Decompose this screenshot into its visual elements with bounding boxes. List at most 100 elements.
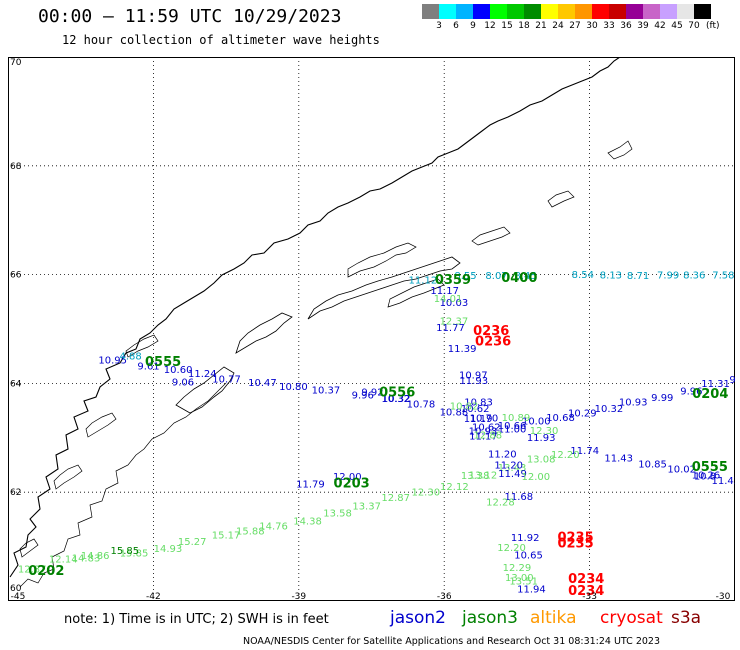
- wave-height-value: 11.24: [188, 369, 217, 380]
- wave-height-value: 9: [729, 375, 735, 386]
- wave-height-value: 11.68: [505, 492, 534, 503]
- pass-time-label: 0234: [568, 584, 604, 599]
- wave-height-value: 12.00: [521, 472, 550, 483]
- wave-height-value: 12.30: [411, 487, 440, 498]
- scale-swatch: [541, 4, 558, 19]
- lon-tick-label: -45: [11, 592, 26, 601]
- wave-height-value: 13.00: [505, 573, 534, 584]
- wave-height-value: 11.77: [436, 323, 465, 334]
- scale-swatch: [456, 4, 473, 19]
- pass-time-label: 0235: [557, 537, 593, 552]
- greenland-coastline: [9, 57, 633, 588]
- scale-label: 9: [470, 21, 476, 31]
- wave-height-value: 10.26: [692, 471, 721, 482]
- wave-height-value: 12.00: [333, 472, 362, 483]
- wave-height-value: 13.12: [469, 471, 498, 482]
- wave-height-value: 14.76: [259, 522, 288, 533]
- wave-height-value: 12.20: [551, 450, 580, 461]
- wave-height-value: 10.66: [498, 421, 527, 432]
- wave-height-value: 11.20: [494, 460, 523, 471]
- wave-height-value: 15.17: [212, 530, 241, 541]
- wave-height-value: 10.8: [694, 472, 716, 483]
- wave-height-value: 10.88: [440, 407, 469, 418]
- wave-height-value: 10.95: [98, 355, 127, 366]
- wave-height-value: 13.58: [323, 509, 352, 520]
- wave-height-value: 10.89: [502, 413, 531, 424]
- wave-height-value: 14.93: [154, 544, 183, 555]
- wave-height-value: 10.29: [568, 409, 597, 420]
- wave-height-value: 15.27: [178, 537, 207, 548]
- scale-label: 12: [484, 21, 496, 31]
- pass-time-label: 0204: [692, 387, 728, 402]
- wave-height-value: 10.93: [469, 427, 498, 438]
- wave-height-value: 11.74: [570, 446, 599, 457]
- pass-time-label: 0202: [28, 564, 64, 579]
- wave-height-value: 12.88: [473, 430, 502, 441]
- wave-height-value: 10.93: [619, 398, 648, 409]
- wave-height-value: 13.51: [509, 577, 538, 588]
- map-frame: [8, 57, 735, 601]
- scale-label: 15: [501, 21, 513, 31]
- wave-height-value: 10.62: [472, 423, 501, 434]
- scale-label: 30: [586, 21, 598, 31]
- wave-height-value: 12.37: [440, 317, 469, 328]
- wave-height-value: 7.58: [712, 270, 734, 281]
- lat-tick-label: 60: [10, 584, 22, 594]
- pass-time-label: 0555: [692, 460, 728, 475]
- lat-lon-grid: [8, 57, 735, 601]
- scale-label: 21: [535, 21, 547, 31]
- lat-tick-label: 62: [10, 488, 21, 498]
- lon-tick-label: -33: [582, 592, 597, 601]
- wave-height-value: 11.20: [488, 449, 517, 460]
- wave-height-value: 11.93: [459, 376, 488, 387]
- wave-height-value: 11.00: [498, 424, 527, 435]
- scale-swatch: [507, 4, 524, 19]
- wave-height-value: 8.07: [485, 271, 507, 282]
- wave-height-value: 8.36: [683, 270, 705, 281]
- scale-label: 42: [654, 21, 666, 31]
- scale-swatch: [643, 4, 660, 19]
- scale-swatch: [677, 4, 694, 19]
- wave-height-value: 9.92: [361, 387, 383, 398]
- lat-tick-label: 68: [10, 162, 22, 172]
- wave-height-value: 9.96: [352, 391, 374, 402]
- wave-height-value: 12.30: [530, 426, 559, 437]
- wave-height-value: 8.54: [572, 270, 594, 281]
- wave-height-value: 12.12: [440, 482, 469, 493]
- wave-height-value: 11.19: [464, 414, 493, 425]
- wave-height-value: 11.92: [511, 533, 540, 544]
- scale-swatch: [660, 4, 677, 19]
- scale-label: 36: [620, 21, 632, 31]
- pass-time-label: 0236: [475, 334, 511, 349]
- lon-tick-label: -42: [146, 592, 161, 601]
- wave-height-value: 11.79: [296, 479, 325, 490]
- color-scale-unit: (ft): [706, 21, 720, 31]
- scale-swatch: [575, 4, 592, 19]
- legend-cryosat: cryosat: [600, 608, 663, 628]
- credit-footer: NOAA/NESDIS Center for Satellite Applica…: [243, 636, 660, 647]
- legend-altika: altika: [530, 608, 577, 628]
- map-title: 00:00 – 11:59 UTC 10/29/2023: [38, 6, 342, 27]
- pass-time-label: 0235: [557, 531, 593, 546]
- scale-label: 33: [603, 21, 615, 31]
- wave-height-value: 11.31: [701, 379, 730, 390]
- wave-height-value: 14.01: [434, 294, 463, 305]
- wave-height-value: 10.83: [464, 398, 493, 409]
- wave-height-value: 9.96: [680, 386, 702, 397]
- wave-height-value: 10.03: [440, 298, 469, 309]
- wave-height-value: 12.87: [381, 493, 410, 504]
- lon-tick-label: -36: [437, 592, 452, 601]
- wave-height-value: 12.37: [18, 565, 47, 576]
- wave-height-value: 10.32: [381, 394, 410, 405]
- wave-height-value: 13.38: [461, 471, 490, 482]
- lat-tick-label: 66: [10, 271, 22, 281]
- wave-height-value: 8.71: [627, 271, 649, 282]
- wave-height-value: 10.78: [407, 399, 436, 410]
- map-panel[interactable]: 11.12 8.55 8.07 8.45 8.54 8.13 8.71 7.99 8.36 7.5…: [8, 57, 735, 601]
- wave-height-value: 11.94: [517, 584, 546, 595]
- lat-tick-label: 70: [10, 58, 22, 68]
- wave-height-value: 4.88: [119, 351, 141, 362]
- wave-height-value: 12.20: [497, 543, 526, 554]
- axis-tick-labels: -45 -42 -39 -36 -33 -30 60 62 64 66 68 70: [10, 58, 731, 601]
